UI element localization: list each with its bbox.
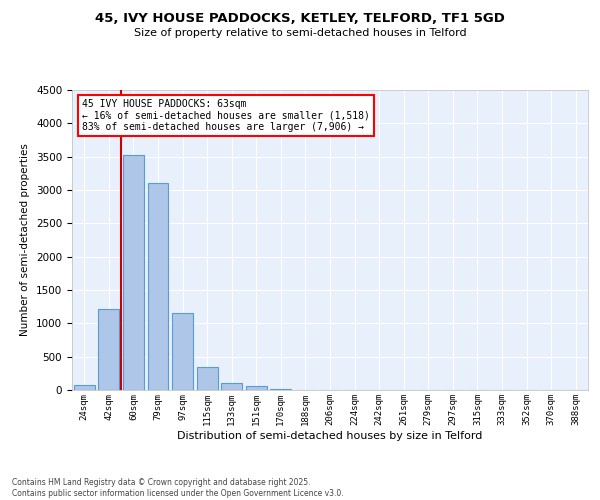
Bar [148,184,169,390]
Text: Size of property relative to semi-detached houses in Telford: Size of property relative to semi-detach… [134,28,466,38]
Bar [172,314,193,390]
Text: Contains HM Land Registry data © Crown copyright and database right 2025.
Contai: Contains HM Land Registry data © Crown c… [12,478,344,498]
Bar [74,384,95,390]
Bar [271,388,292,390]
Text: 45, IVY HOUSE PADDOCKS, KETLEY, TELFORD, TF1 5GD: 45, IVY HOUSE PADDOCKS, KETLEY, TELFORD,… [95,12,505,26]
Bar [197,368,218,390]
Text: 45 IVY HOUSE PADDOCKS: 63sqm
← 16% of semi-detached houses are smaller (1,518)
8: 45 IVY HOUSE PADDOCKS: 63sqm ← 16% of se… [82,99,370,132]
Bar [123,156,144,390]
X-axis label: Distribution of semi-detached houses by size in Telford: Distribution of semi-detached houses by … [178,430,482,440]
Bar [98,308,119,390]
Bar [246,386,267,390]
Bar [221,384,242,390]
Y-axis label: Number of semi-detached properties: Number of semi-detached properties [20,144,31,336]
